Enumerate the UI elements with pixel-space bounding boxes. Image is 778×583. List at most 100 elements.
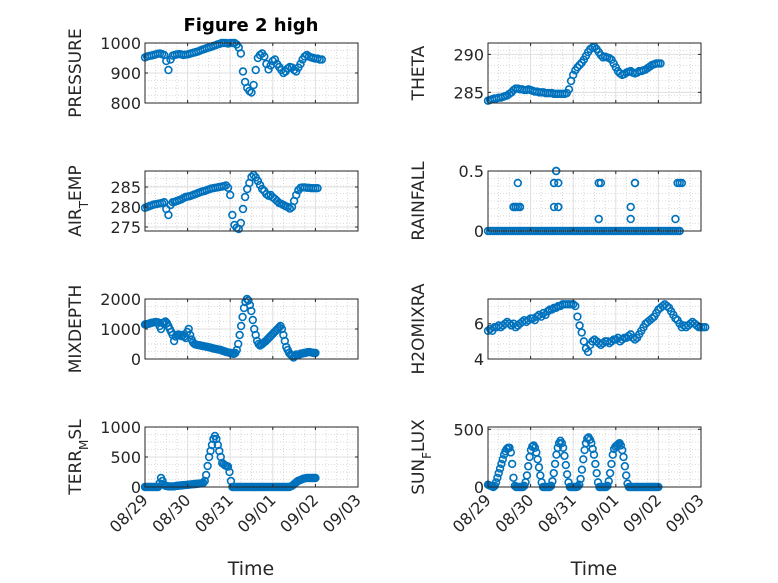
y-axis-label: PRESSURE xyxy=(66,28,86,117)
data-point xyxy=(311,473,320,483)
data-point xyxy=(656,59,665,68)
x-tick-label: 08/31 xyxy=(191,490,237,536)
data-point xyxy=(260,52,269,61)
y-tick-label: 800 xyxy=(110,94,141,113)
data-point xyxy=(675,178,684,188)
y-axis-label: TERRMSL xyxy=(66,419,91,496)
data-point xyxy=(617,335,627,344)
y-tick-label: 2000 xyxy=(100,290,141,309)
data-point xyxy=(589,450,599,459)
data-point xyxy=(671,214,680,224)
data-point xyxy=(244,296,253,305)
y-axis-label-main: SUN xyxy=(409,459,429,495)
data-point xyxy=(596,178,606,188)
data-point xyxy=(575,60,584,70)
data-point xyxy=(549,178,559,188)
y-axis-label-main: THETA xyxy=(409,45,429,101)
data-point xyxy=(558,443,568,452)
data-point xyxy=(238,204,248,214)
data-point xyxy=(164,65,173,75)
data-point xyxy=(543,307,552,316)
data-point xyxy=(199,478,208,487)
data-point xyxy=(619,452,628,462)
data-point xyxy=(223,183,233,193)
subplot-5: 0 1000 2000 MIXDEPTH xyxy=(66,285,359,374)
data-point xyxy=(580,445,589,455)
data-point xyxy=(626,214,635,224)
data-point xyxy=(568,70,578,80)
y-axis-label-main: AIR xyxy=(66,208,86,237)
data-point xyxy=(701,323,710,332)
data-point xyxy=(662,301,672,311)
y-axis-label: SUNFLUX xyxy=(409,419,434,495)
data-point xyxy=(630,335,640,344)
y-axis-label-main: RAINFALL xyxy=(409,161,429,241)
y-axis-label-suffix: SL xyxy=(66,419,86,440)
data-point xyxy=(564,85,574,94)
data-point xyxy=(607,459,616,469)
data-point xyxy=(185,330,195,340)
data-point xyxy=(494,468,503,478)
x-tick-label: 09/02 xyxy=(276,490,322,536)
data-point xyxy=(497,459,506,469)
data-point xyxy=(296,59,305,69)
data-point xyxy=(201,470,211,480)
y-tick-label: 6 xyxy=(474,315,484,334)
subplot-2: 285 290 THETA xyxy=(409,42,702,105)
x-tick-label: 09/01 xyxy=(577,490,623,536)
data-point xyxy=(505,319,514,328)
y-axis-label: RAINFALL xyxy=(409,161,429,241)
y-axis-label-main: MIXDEPTH xyxy=(66,285,86,374)
data-point xyxy=(491,478,501,487)
data-point xyxy=(223,462,233,471)
data-point xyxy=(630,178,640,188)
y-tick-label: 500 xyxy=(453,420,484,439)
data-point xyxy=(228,210,237,220)
data-point xyxy=(506,448,516,457)
data-point xyxy=(576,474,585,484)
data-point xyxy=(313,184,322,193)
data-point xyxy=(553,443,562,452)
data-point xyxy=(251,65,260,75)
data-point xyxy=(591,459,600,469)
data-point xyxy=(579,455,588,464)
subplot-6: 4 6 H2OMIXRA xyxy=(409,283,710,375)
y-axis-label-subscript: T xyxy=(77,200,91,209)
data-point xyxy=(616,441,626,450)
data-point xyxy=(236,218,246,228)
data-point xyxy=(515,202,525,212)
data-point xyxy=(571,301,580,311)
data-point xyxy=(536,471,545,480)
data-point xyxy=(562,470,572,479)
y-axis-label-suffix: EMP xyxy=(66,165,86,201)
data-point xyxy=(162,56,171,66)
data-point xyxy=(235,330,244,340)
data-point xyxy=(621,471,631,480)
y-tick-label: 0 xyxy=(474,478,484,497)
y-tick-label: 285 xyxy=(453,83,484,102)
data-point xyxy=(579,337,589,346)
data-point xyxy=(577,465,587,474)
data-point xyxy=(164,210,173,220)
y-tick-label: 0 xyxy=(131,350,141,369)
x-tick-label: 08/30 xyxy=(148,490,194,536)
subplot-1: 800 900 1000 PRESSURE xyxy=(66,28,359,118)
x-tick-label: 08/30 xyxy=(491,490,537,536)
y-tick-label: 4 xyxy=(474,350,484,369)
data-point xyxy=(249,80,258,90)
data-point xyxy=(573,63,582,72)
data-point xyxy=(575,321,584,330)
data-point xyxy=(624,331,633,341)
x-tick-label: 09/03 xyxy=(319,490,365,536)
data-point xyxy=(546,481,556,491)
data-point xyxy=(507,459,517,469)
data-point xyxy=(549,468,558,478)
data-point xyxy=(557,438,566,448)
data-point xyxy=(247,88,256,97)
y-tick-label: 0 xyxy=(131,478,141,497)
data-point xyxy=(524,462,533,471)
data-point xyxy=(647,314,657,323)
data-point xyxy=(247,306,256,316)
